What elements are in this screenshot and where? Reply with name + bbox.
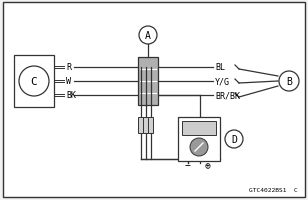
- Text: BL: BL: [215, 63, 225, 72]
- Bar: [148, 117, 153, 133]
- Text: ⊕: ⊕: [205, 160, 211, 170]
- Text: D: D: [231, 134, 237, 144]
- Text: R: R: [66, 63, 71, 72]
- Circle shape: [19, 67, 49, 97]
- Circle shape: [139, 27, 157, 45]
- Text: BK: BK: [66, 91, 76, 100]
- Text: −: −: [185, 160, 191, 170]
- Text: BR/BK: BR/BK: [215, 91, 240, 100]
- Circle shape: [225, 130, 243, 148]
- Bar: [178, 117, 220, 161]
- Text: GTC4022BS1  C: GTC4022BS1 C: [249, 187, 298, 192]
- Bar: [144, 117, 148, 133]
- Circle shape: [279, 72, 299, 92]
- Bar: [139, 117, 144, 133]
- Text: B: B: [286, 77, 292, 87]
- Text: Y/G: Y/G: [215, 77, 230, 86]
- Text: W: W: [66, 77, 71, 86]
- Text: A: A: [145, 31, 151, 41]
- Text: C: C: [30, 77, 37, 87]
- Bar: [182, 121, 216, 135]
- Circle shape: [190, 138, 208, 156]
- Bar: [14, 56, 54, 107]
- Bar: [138, 58, 158, 105]
